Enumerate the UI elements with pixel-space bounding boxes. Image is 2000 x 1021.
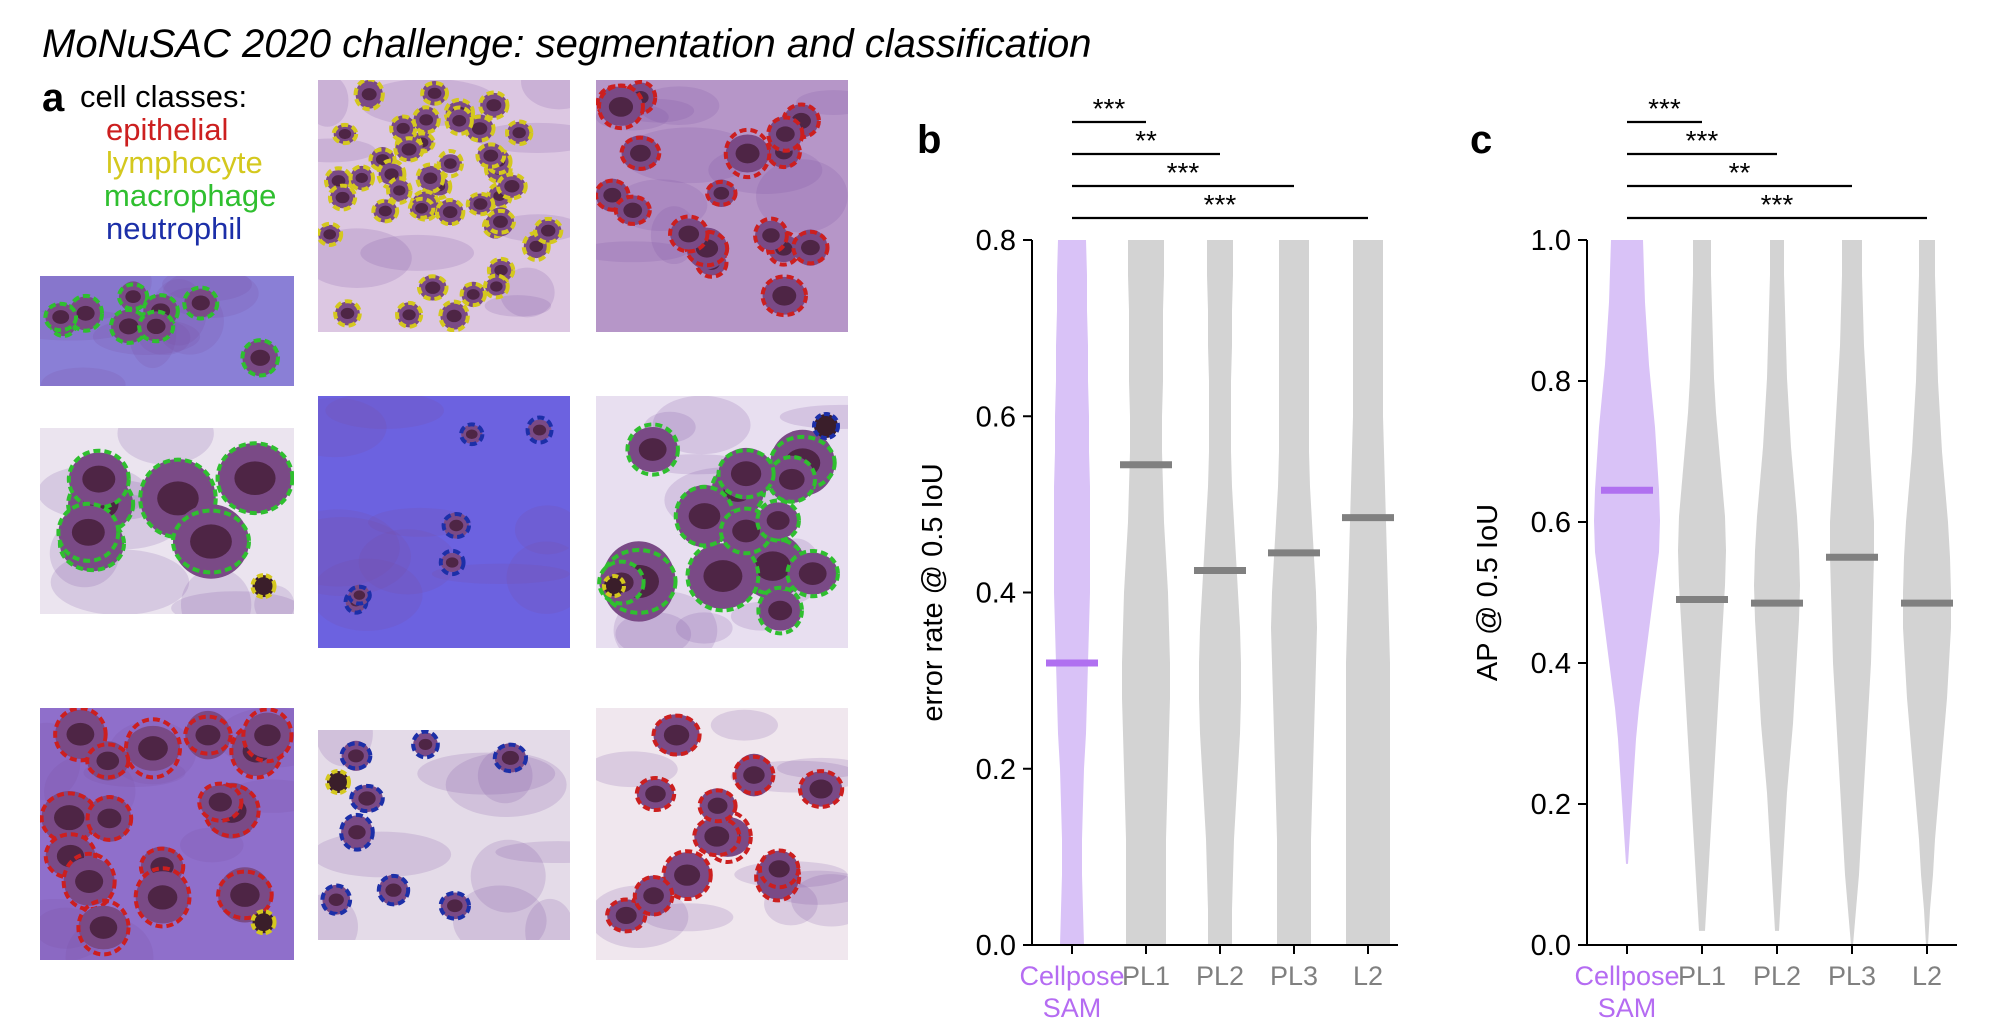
category-label: SAM	[1598, 993, 1657, 1020]
microscopy-tile	[596, 708, 848, 960]
significance-label: **	[1135, 125, 1157, 156]
y-tick-label: 0.0	[976, 930, 1016, 962]
significance-label: **	[1729, 157, 1751, 188]
violin-l2	[1346, 240, 1390, 945]
violin-pl1	[1122, 240, 1170, 945]
significance-label: ***	[1204, 189, 1237, 220]
violin-l2	[1903, 240, 1951, 945]
microscopy-tile	[318, 80, 570, 332]
microscopy-tile	[596, 80, 848, 332]
y-tick-label: 0.2	[976, 754, 1016, 786]
category-label: SAM	[1043, 993, 1102, 1020]
category-label: PL3	[1828, 961, 1876, 991]
microscopy-tile	[318, 730, 570, 940]
microscopy-tile	[40, 708, 294, 960]
microscopy-tile	[40, 276, 294, 386]
y-tick-label: 0.8	[976, 225, 1016, 257]
y-tick-label: 0.4	[1531, 648, 1571, 680]
category-label: L2	[1912, 961, 1942, 991]
violin-pl2	[1754, 240, 1800, 931]
category-label: PL1	[1122, 961, 1170, 991]
microscopy-tile	[40, 428, 294, 614]
significance-label: ***	[1093, 93, 1126, 124]
category-label: Cellpose	[1019, 961, 1124, 991]
category-label: PL2	[1753, 961, 1801, 991]
panel-c-letter: c	[1470, 118, 1493, 162]
panel-a-letter: a	[42, 76, 65, 120]
significance-label: ***	[1648, 93, 1681, 124]
category-label: PL2	[1196, 961, 1244, 991]
category-label: L2	[1353, 961, 1383, 991]
significance-label: ***	[1761, 189, 1794, 220]
significance-label: ***	[1686, 125, 1719, 156]
violin-pl3	[1830, 240, 1874, 945]
violin-cellpose-sam	[1054, 240, 1090, 945]
category-label: PL3	[1270, 961, 1318, 991]
y-tick-label: 0.6	[976, 401, 1016, 433]
legend-heading: cell classes:	[80, 79, 248, 114]
legend-epithelial: epithelial	[106, 112, 229, 147]
violin-pl1	[1678, 240, 1726, 931]
category-label: Cellpose	[1574, 961, 1679, 991]
significance-label: ***	[1167, 157, 1200, 188]
microscopy-tile	[318, 396, 570, 648]
y-tick-label: 1.0	[1531, 225, 1571, 257]
legend-lymphocyte: lymphocyte	[106, 145, 263, 180]
y-axis-label: error rate @ 0.5 IoU	[917, 463, 949, 721]
y-tick-label: 0.2	[1531, 789, 1571, 821]
category-label: PL1	[1678, 961, 1726, 991]
cell-class-legend: cell classes: epithelial lymphocyte macr…	[80, 80, 276, 245]
y-tick-label: 0.4	[976, 578, 1016, 610]
legend-macrophage: macrophage	[104, 178, 277, 213]
microscopy-tile	[596, 396, 848, 648]
panel-b-letter: b	[917, 118, 942, 162]
violin-pl3	[1271, 240, 1317, 945]
y-axis-label: AP @ 0.5 IoU	[1472, 504, 1504, 681]
y-tick-label: 0.6	[1531, 507, 1571, 539]
figure-title: MoNuSAC 2020 challenge: segmentation and…	[42, 22, 1092, 66]
violin-cellpose-sam	[1594, 240, 1660, 864]
y-tick-label: 0.8	[1531, 366, 1571, 398]
violin-pl2	[1199, 240, 1241, 945]
legend-neutrophil: neutrophil	[106, 211, 243, 246]
y-tick-label: 0.0	[1531, 930, 1571, 962]
